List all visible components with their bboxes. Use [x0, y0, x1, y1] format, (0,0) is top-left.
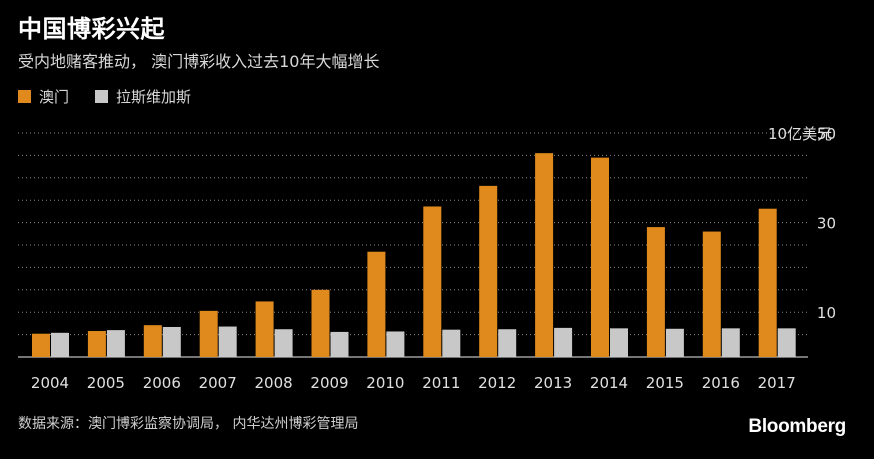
chart-title: 中国博彩兴起: [18, 15, 165, 43]
x-tick-label: 2010: [366, 374, 404, 392]
x-tick-label: 2009: [310, 374, 348, 392]
bar-vegas: [665, 328, 684, 357]
x-tick-label: 2017: [758, 374, 796, 392]
bar-macau: [702, 231, 721, 357]
bar-vegas: [610, 328, 628, 357]
bar-vegas: [386, 331, 405, 357]
legend-label-macau: 澳门: [39, 87, 70, 106]
x-tick-label: 2016: [702, 374, 740, 392]
chart-subtitle: 受内地赌客推动， 澳门博彩收入过去10年大幅增长: [18, 52, 380, 71]
bar-vegas: [51, 332, 69, 357]
bar-macau: [535, 153, 554, 357]
x-tick-label: 2007: [199, 374, 237, 392]
x-tick-label: 2013: [534, 374, 572, 392]
bar-vegas: [218, 326, 237, 357]
y-tick-label: 50: [817, 125, 836, 143]
bar-vegas: [554, 327, 573, 357]
bar-vegas: [162, 326, 181, 357]
x-tick-label: 2005: [87, 374, 125, 392]
bar-macau: [646, 227, 665, 357]
y-unit-label: 10亿美元: [768, 125, 832, 143]
bar-macau: [367, 251, 386, 357]
legend-item-vegas: 拉斯维加斯: [95, 86, 191, 107]
x-tick-label: 2015: [646, 374, 684, 392]
bar-macau: [758, 208, 777, 357]
x-tick-label: 2014: [590, 374, 628, 392]
bar-vegas: [106, 330, 125, 357]
legend-swatch-vegas: [95, 89, 109, 103]
legend-label-vegas: 拉斯维加斯: [116, 87, 192, 106]
bar-vegas: [498, 329, 517, 357]
bar-vegas: [442, 329, 461, 357]
x-tick-label: 2006: [143, 374, 181, 392]
bar-vegas: [330, 331, 349, 357]
x-tick-label: 2008: [255, 374, 293, 392]
bar-macau: [255, 301, 274, 357]
bar-macau: [591, 157, 609, 357]
x-tick-label: 2011: [422, 374, 460, 392]
x-tick-label: 2012: [478, 374, 516, 392]
bloomberg-logo: Bloomberg: [748, 416, 846, 437]
bar-macau: [311, 289, 330, 357]
bar-macau: [423, 206, 442, 357]
bar-vegas: [721, 328, 740, 357]
bar-vegas: [777, 328, 796, 357]
y-tick-label: 30: [817, 215, 836, 233]
legend: 澳门 拉斯维加斯: [18, 86, 217, 106]
source-note: 数据来源：澳门博彩监察协调局， 内华达州博彩管理局: [18, 416, 359, 432]
legend-swatch-macau: [18, 89, 31, 103]
bar-macau: [143, 325, 162, 357]
bar-macau: [199, 310, 218, 357]
y-tick-label: 10: [817, 304, 836, 322]
x-tick-label: 2004: [31, 374, 69, 392]
bar-macau: [87, 331, 106, 357]
legend-item-macau: 澳门: [18, 86, 69, 107]
bar-vegas: [274, 329, 293, 357]
bar-macau: [32, 333, 50, 357]
bar-macau: [479, 185, 498, 357]
